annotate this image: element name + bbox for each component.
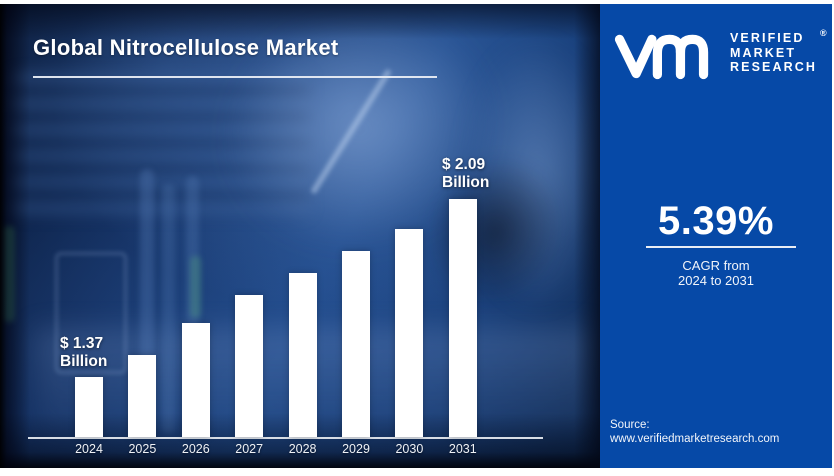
- x-axis-label-2026: 2026: [181, 442, 210, 456]
- bar-2024: [75, 377, 103, 437]
- value-label-2031-unit: Billion: [442, 174, 490, 191]
- vmr-monogram-icon: [614, 34, 709, 80]
- source-attribution: Source: www.verifiedmarketresearch.com: [610, 419, 779, 446]
- bar-2031: [448, 199, 477, 437]
- brand-line-market: MARKET: [730, 45, 797, 60]
- brand-line-verified: VERIFIED: [730, 31, 805, 45]
- cagr-underline: [646, 246, 796, 248]
- value-label-2031-amount: $ 2.09: [442, 156, 486, 173]
- title-underline: [33, 76, 437, 78]
- bar-2027: [235, 295, 264, 437]
- brand-name: VERIFIED MARKET RESEARCH: [730, 31, 817, 75]
- bar-2025: [128, 354, 157, 437]
- value-label-2024: $ 1.37 Billion: [60, 335, 107, 371]
- bar-2026: [181, 322, 210, 437]
- brand-line-research: RESEARCH: [730, 60, 817, 75]
- brand-logo: VERIFIED MARKET RESEARCH ®: [612, 28, 827, 84]
- value-label-2024-amount: $ 1.37: [60, 335, 104, 352]
- bar-chart: 2024 2025 2026 2027 2028 2029 2030 2031: [0, 4, 600, 468]
- x-axis-label-2031: 2031: [448, 442, 477, 456]
- source-url: www.verifiedmarketresearch.com: [610, 432, 780, 445]
- x-axis-label-2029: 2029: [342, 442, 370, 456]
- value-label-2031: $ 2.09 Billion: [442, 156, 489, 192]
- registered-trademark: ®: [820, 28, 827, 38]
- bar-2028: [288, 273, 317, 437]
- cagr-caption-line2: 2024 to 2031: [678, 273, 754, 288]
- bar-2030: [395, 228, 424, 437]
- x-axis-label-2027: 2027: [235, 442, 264, 456]
- x-axis-label-2028: 2028: [288, 442, 317, 456]
- x-axis-line: [28, 437, 543, 439]
- value-label-2024-unit: Billion: [60, 353, 108, 370]
- cagr-value: 5.39%: [658, 199, 774, 243]
- info-panel: VERIFIED MARKET RESEARCH ® 5.39% CAGR fr…: [600, 4, 832, 468]
- source-label: Source:: [610, 419, 650, 431]
- bar-2029: [342, 250, 370, 437]
- x-axis-label-2024: 2024: [75, 442, 103, 456]
- cagr-caption-line1: CAGR from: [682, 258, 750, 273]
- x-axis-label-2025: 2025: [128, 442, 157, 456]
- cagr-caption: CAGR from 2024 to 2031: [600, 258, 832, 288]
- chart-panel: Global Nitrocellulose Market 2024 2025 202…: [0, 4, 600, 468]
- chart-title: Global Nitrocellulose Market: [33, 35, 339, 60]
- x-axis-label-2030: 2030: [395, 442, 424, 456]
- infographic: Global Nitrocellulose Market 2024 2025 202…: [0, 4, 832, 468]
